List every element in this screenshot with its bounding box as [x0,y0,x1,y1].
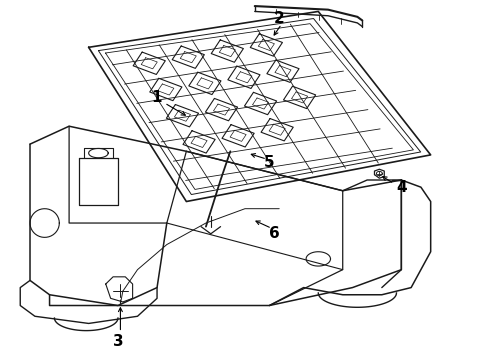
Text: 3: 3 [113,334,123,349]
Text: 4: 4 [396,180,407,195]
Text: 2: 2 [274,11,285,26]
Text: 5: 5 [264,154,275,170]
Text: 6: 6 [269,226,280,241]
Text: 1: 1 [152,90,162,105]
